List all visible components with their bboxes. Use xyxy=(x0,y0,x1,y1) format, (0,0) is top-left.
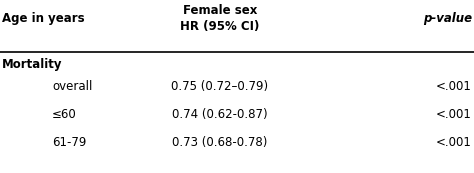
Text: <.001: <.001 xyxy=(436,108,472,121)
Text: 0.75 (0.72–0.79): 0.75 (0.72–0.79) xyxy=(172,80,269,93)
Text: 0.74 (0.62-0.87): 0.74 (0.62-0.87) xyxy=(172,108,268,121)
Text: Mortality: Mortality xyxy=(2,58,63,71)
Text: <.001: <.001 xyxy=(436,80,472,93)
Text: ≤60: ≤60 xyxy=(52,108,77,121)
Text: Female sex: Female sex xyxy=(183,4,257,17)
Text: Age in years: Age in years xyxy=(2,12,85,25)
Text: 0.73 (0.68-0.78): 0.73 (0.68-0.78) xyxy=(173,136,268,149)
Text: p-value: p-value xyxy=(423,12,472,25)
Text: HR (95% CI): HR (95% CI) xyxy=(180,20,260,33)
Text: 61-79: 61-79 xyxy=(52,136,86,149)
Text: <.001: <.001 xyxy=(436,136,472,149)
Text: overall: overall xyxy=(52,80,92,93)
